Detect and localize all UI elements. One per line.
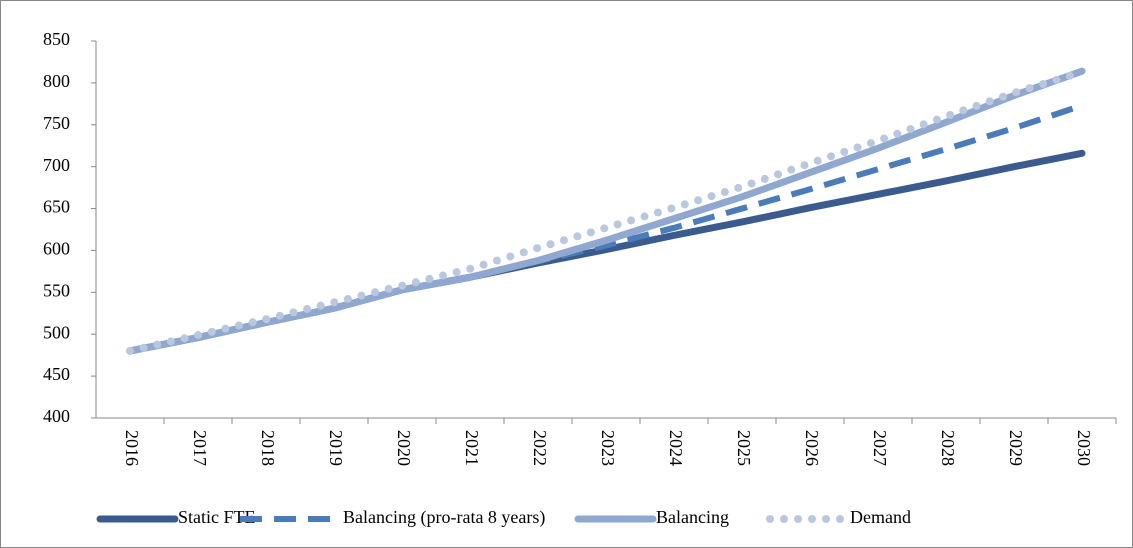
x-tick-label: 2026 bbox=[802, 430, 822, 466]
x-tick-label: 2030 bbox=[1074, 430, 1094, 466]
y-tick-label: 750 bbox=[43, 113, 70, 133]
x-tick-label: 2020 bbox=[394, 430, 414, 466]
x-tick-label: 2029 bbox=[1006, 430, 1026, 466]
y-tick-label: 400 bbox=[43, 406, 70, 426]
y-tick-label: 450 bbox=[43, 364, 70, 384]
x-tick-label: 2022 bbox=[530, 430, 550, 466]
legend-label: Static FTE bbox=[178, 507, 256, 527]
y-tick-label: 550 bbox=[43, 280, 70, 300]
x-tick-label: 2028 bbox=[938, 430, 958, 466]
x-tick-label: 2025 bbox=[734, 430, 754, 466]
series-line bbox=[126, 67, 1086, 355]
legend-label: Balancing (pro-rata 8 years) bbox=[343, 507, 545, 528]
y-tick-label: 650 bbox=[43, 197, 70, 217]
y-tick-label: 700 bbox=[43, 155, 70, 175]
x-tick-label: 2018 bbox=[258, 430, 278, 466]
y-tick-label: 600 bbox=[43, 239, 70, 259]
x-tick-label: 2019 bbox=[326, 430, 346, 466]
x-tick-label: 2017 bbox=[190, 430, 210, 466]
series-line bbox=[126, 67, 1086, 355]
legend-label: Balancing bbox=[656, 507, 729, 527]
x-tick-label: 2024 bbox=[666, 430, 686, 466]
series-line bbox=[129, 102, 1083, 354]
legend-label: Demand bbox=[850, 507, 911, 527]
y-tick-label: 850 bbox=[43, 29, 70, 49]
x-tick-label: 2021 bbox=[462, 430, 482, 466]
y-tick-label: 500 bbox=[43, 322, 70, 342]
x-tick-label: 2016 bbox=[122, 430, 142, 466]
x-tick-label: 2027 bbox=[870, 430, 890, 466]
y-tick-label: 800 bbox=[43, 71, 70, 91]
x-tick-label: 2023 bbox=[598, 430, 618, 466]
